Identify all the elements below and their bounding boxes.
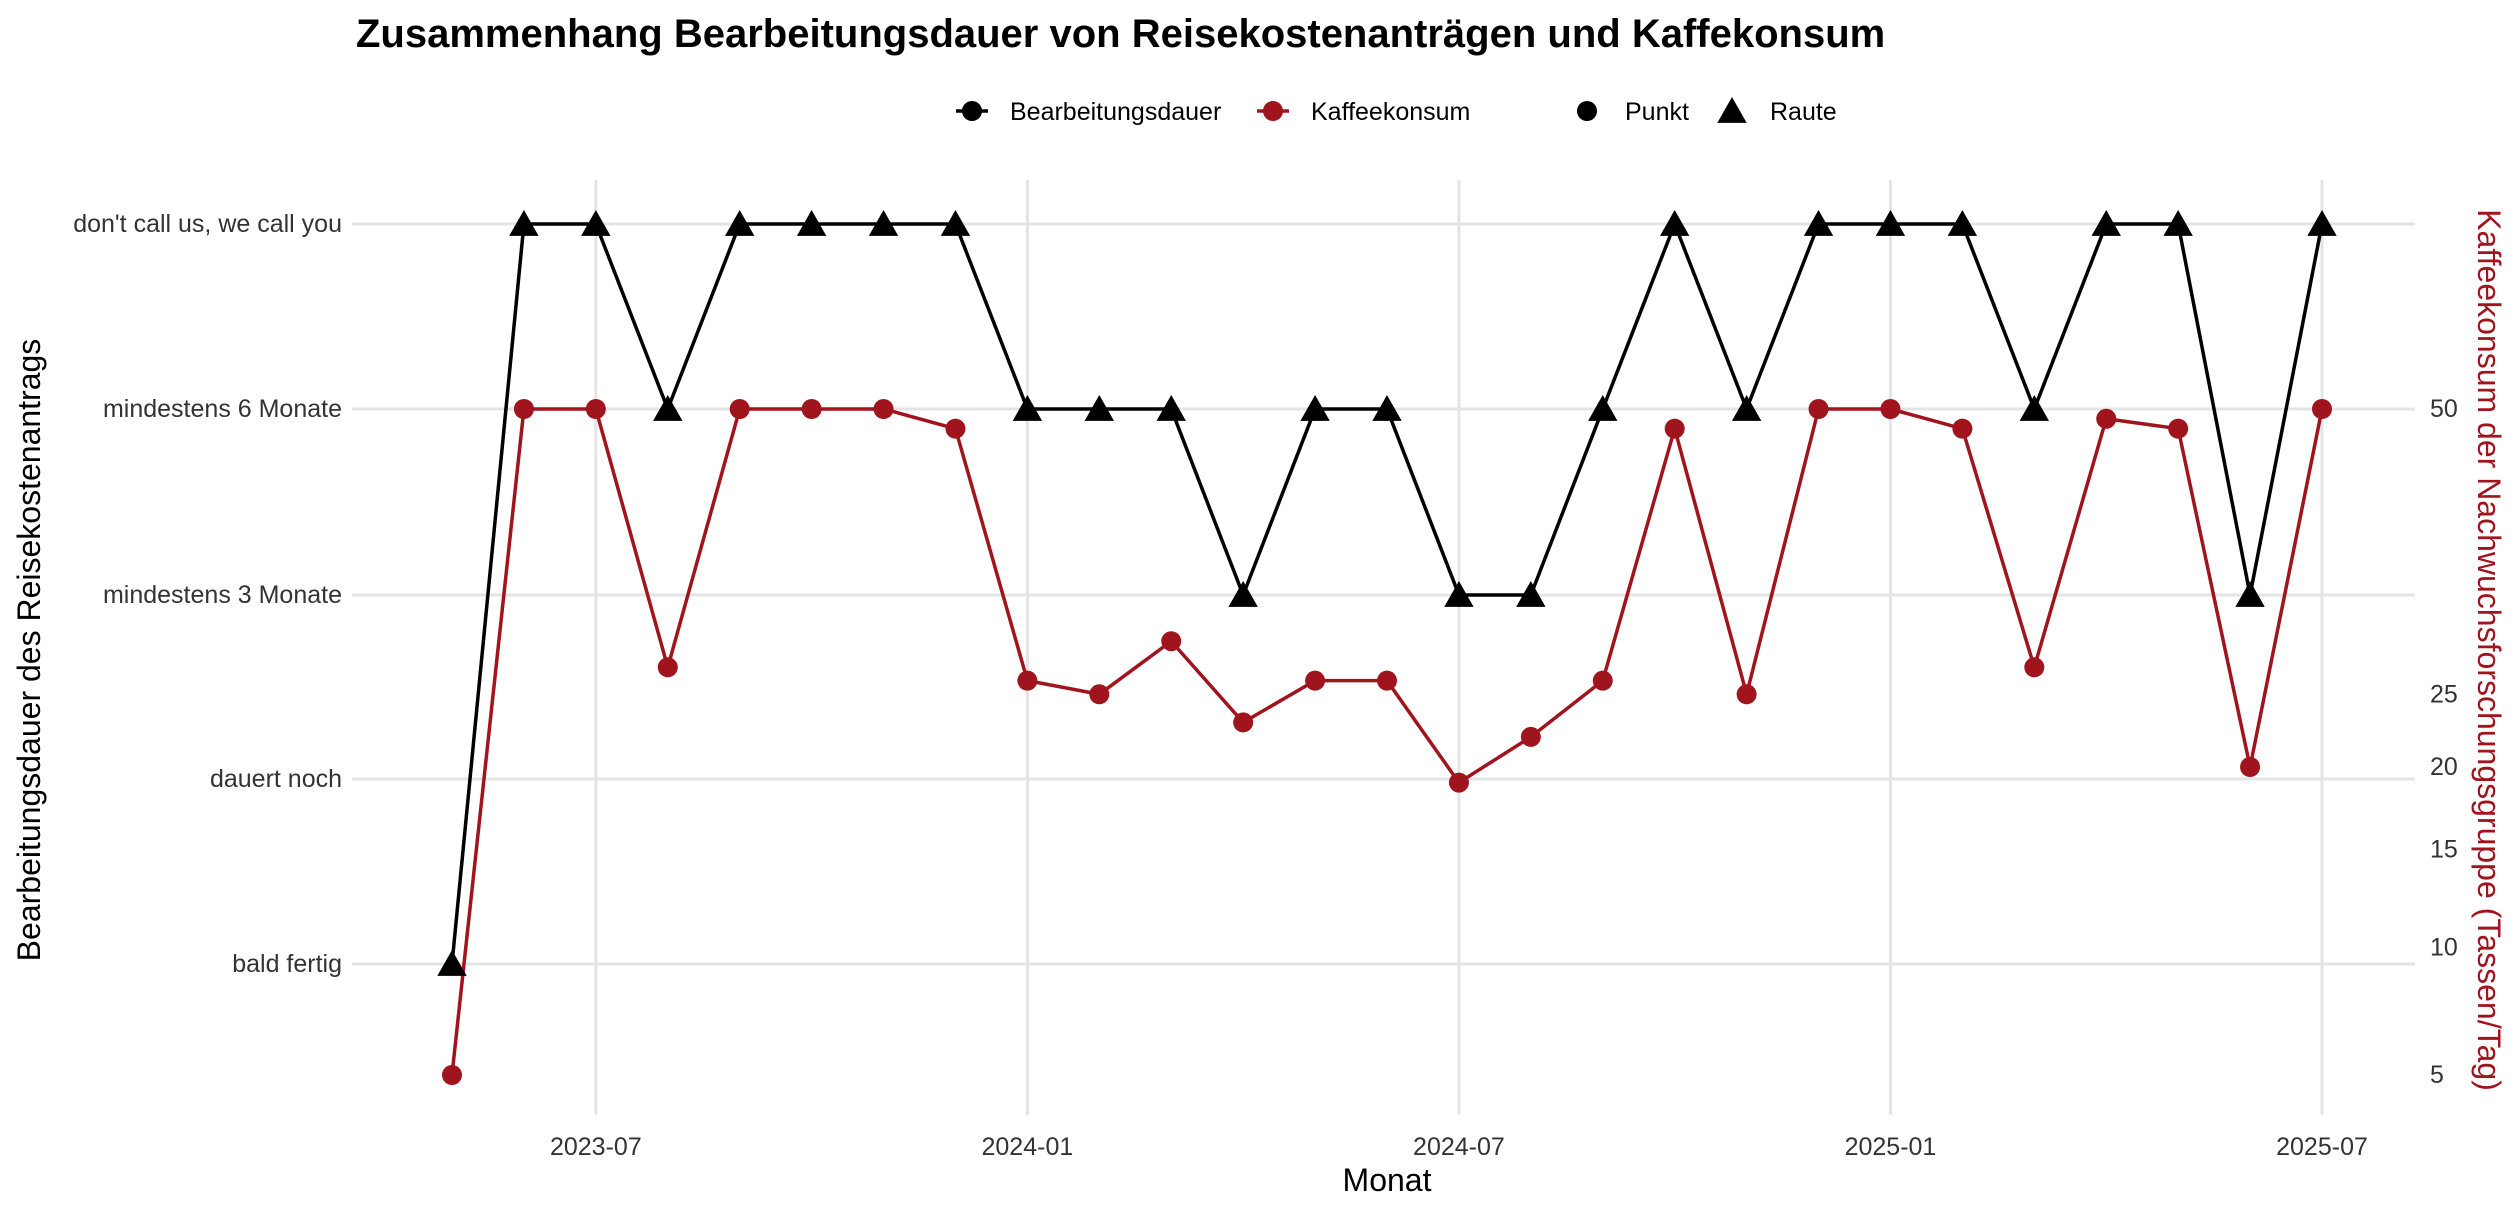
data-point-bearbeitungsdauer <box>1444 581 1474 607</box>
svg-text:Raute: Raute <box>1770 98 1837 126</box>
data-point-kaffeekonsum <box>1664 418 1685 439</box>
legend-item-raute: Raute <box>1717 97 1837 126</box>
data-point-bearbeitungsdauer <box>1731 395 1762 421</box>
y-tick-label: mindestens 3 Monate <box>103 581 342 609</box>
y-right-tick-label: 15 <box>2430 836 2458 864</box>
y-tick-label: mindestens 6 Monate <box>103 395 342 423</box>
data-point-bearbeitungsdauer <box>2235 581 2265 607</box>
data-point-bearbeitungsdauer <box>1947 210 1978 236</box>
data-point-bearbeitungsdauer <box>1516 581 1546 607</box>
right-axis-ticks: 5 10 15 20 25 50 <box>2430 395 2458 1089</box>
data-point-kaffeekonsum <box>1808 399 1829 419</box>
svg-text:Punkt: Punkt <box>1625 98 1689 126</box>
legend: Bearbeitungsdauer Kaffeekonsum Punkt Raute <box>956 97 1837 126</box>
data-point-bearbeitungsdauer <box>796 210 827 236</box>
data-point-kaffeekonsum <box>2024 657 2045 678</box>
data-point-kaffeekonsum <box>1161 631 1182 652</box>
data-point-kaffeekonsum <box>729 399 750 419</box>
y-axis-label-left: Bearbeitungsdauer des Reisekostenantrags <box>11 339 47 962</box>
data-point-kaffeekonsum <box>1448 772 1469 793</box>
x-tick-label: 2025-01 <box>1845 1133 1937 1161</box>
data-point-bearbeitungsdauer <box>2307 210 2337 236</box>
data-point-bearbeitungsdauer <box>653 395 683 421</box>
data-point-kaffeekonsum <box>2168 418 2189 439</box>
data-point-kaffeekonsum <box>1952 418 1973 439</box>
data-point-bearbeitungsdauer <box>1228 581 1258 607</box>
data-point-bearbeitungsdauer <box>1300 395 1330 421</box>
x-axis-label: Monat <box>1343 1162 1432 1198</box>
data-point-kaffeekonsum <box>1520 726 1541 747</box>
data-point-bearbeitungsdauer <box>1588 395 1618 421</box>
y-right-tick-label: 10 <box>2430 933 2458 961</box>
data-point-bearbeitungsdauer <box>868 210 899 236</box>
data-point-kaffeekonsum <box>801 399 822 419</box>
data-point-kaffeekonsum <box>1305 670 1326 691</box>
data-point-kaffeekonsum <box>873 399 894 419</box>
data-point-bearbeitungsdauer <box>1012 395 1043 421</box>
data-point-bearbeitungsdauer <box>1084 395 1115 421</box>
data-point-bearbeitungsdauer <box>581 210 611 236</box>
data-point-bearbeitungsdauer <box>1803 210 1834 236</box>
data-point-bearbeitungsdauer <box>1156 395 1186 421</box>
data-point-kaffeekonsum <box>585 399 606 419</box>
data-point-kaffeekonsum <box>1592 670 1613 691</box>
x-tick-label: 2023-07 <box>550 1133 642 1161</box>
data-point-kaffeekonsum <box>2096 408 2117 429</box>
x-tick-label: 2024-01 <box>982 1133 1074 1161</box>
x-tick-label: 2025-07 <box>2276 1133 2368 1161</box>
data-point-bearbeitungsdauer <box>509 210 539 236</box>
y-axis-label-right: Kaffeekonsum der Nachwuchsforschungsgrup… <box>2471 209 2507 1091</box>
legend-item-bearbeitungsdauer: Bearbeitungsdauer <box>956 98 1221 126</box>
data-point-bearbeitungsdauer <box>1372 395 1402 421</box>
x-tick-label: 2024-07 <box>1413 1133 1505 1161</box>
data-point-bearbeitungsdauer <box>1659 210 1690 236</box>
y-tick-label: dauert noch <box>210 765 342 793</box>
data-point-bearbeitungsdauer <box>940 210 971 236</box>
series-line-kaffeekonsum <box>450 407 2324 1076</box>
y-right-tick-label: 50 <box>2430 395 2458 423</box>
y-tick-label: bald fertig <box>232 950 342 978</box>
series-layer <box>437 210 2337 1085</box>
data-point-kaffeekonsum <box>1880 399 1901 419</box>
data-point-bearbeitungsdauer <box>2163 210 2193 236</box>
data-point-bearbeitungsdauer <box>724 210 755 236</box>
data-point-kaffeekonsum <box>945 418 966 439</box>
y-tick-label: don't call us, we call you <box>73 210 342 238</box>
y-right-tick-label: 5 <box>2430 1061 2444 1089</box>
data-point-kaffeekonsum <box>1233 712 1254 733</box>
data-point-bearbeitungsdauer <box>2019 395 2050 421</box>
data-point-kaffeekonsum <box>2312 399 2332 419</box>
y-right-tick-label: 20 <box>2430 753 2458 781</box>
data-point-kaffeekonsum <box>1736 684 1757 705</box>
data-point-bearbeitungsdauer <box>437 950 467 976</box>
legend-item-kaffeekonsum: Kaffeekonsum <box>1257 98 1470 126</box>
chart-title: Zusammenhang Bearbeitungsdauer von Reise… <box>356 12 1885 56</box>
data-point-kaffeekonsum <box>442 1065 462 1085</box>
data-point-kaffeekonsum <box>513 399 534 419</box>
svg-text:Kaffeekonsum: Kaffeekonsum <box>1311 98 1470 126</box>
x-axis-ticks: 2023-07 2024-01 2024-07 2025-01 2025-07 <box>550 1133 2368 1161</box>
svg-text:Bearbeitungsdauer: Bearbeitungsdauer <box>1010 98 1221 126</box>
data-point-bearbeitungsdauer <box>1875 210 1906 236</box>
data-point-kaffeekonsum <box>2240 756 2261 777</box>
data-point-kaffeekonsum <box>1017 670 1038 691</box>
legend-item-punkt: Punkt <box>1577 98 1689 126</box>
data-point-kaffeekonsum <box>1089 684 1110 705</box>
data-point-bearbeitungsdauer <box>2091 210 2121 236</box>
data-point-kaffeekonsum <box>1377 670 1397 691</box>
y-right-tick-label: 25 <box>2430 680 2458 708</box>
left-axis-ticks: bald fertig dauert noch mindestens 3 Monat… <box>73 210 342 978</box>
data-point-kaffeekonsum <box>657 657 678 678</box>
